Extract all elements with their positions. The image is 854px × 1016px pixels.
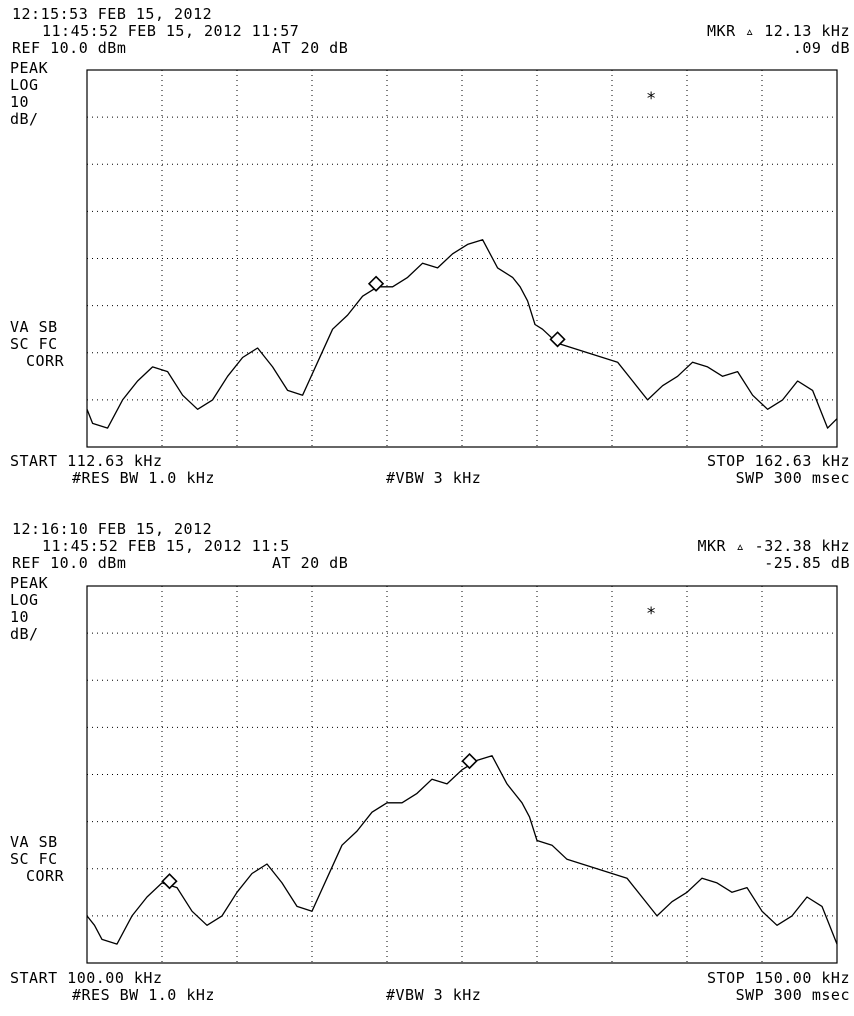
analyzer-screen-2: 12:16:10 FEB 15, 2012 11:45:52 FEB 15, 2…	[0, 516, 854, 1016]
reference-timestamp: 11:45:52 FEB 15, 2012 11:5	[42, 537, 300, 555]
corr-label: CORR	[26, 867, 65, 885]
spectrum-plot-1	[86, 69, 838, 448]
stop-frequency: STOP 150.00 kHz	[707, 969, 850, 987]
marker-diamond	[161, 873, 178, 890]
resolution-bandwidth: #RES BW 1.0 kHz	[72, 986, 215, 1004]
detector-label: PEAK	[10, 59, 49, 77]
marker-delta-level: -25.85 dB	[764, 554, 850, 572]
timestamp: 12:15:53 FEB 15, 2012	[12, 5, 213, 23]
sweep-time: SWP 300 msec	[735, 469, 850, 487]
scale-type-label: LOG	[10, 76, 39, 94]
sweep-time: SWP 300 msec	[735, 986, 850, 1004]
stop-frequency: STOP 162.63 kHz	[707, 452, 850, 470]
analyzer-screen-1: 12:15:53 FEB 15, 2012 11:45:52 FEB 15, 2…	[0, 0, 854, 500]
marker-diamond	[549, 331, 566, 348]
marker-delta-level: .09 dB	[792, 39, 850, 57]
scale-unit-label: dB/	[10, 110, 39, 128]
sc-fc-label: SC FC	[10, 335, 58, 353]
asterisk-indicator: *	[646, 89, 657, 109]
spectrum-plot-2	[86, 585, 838, 964]
va-sb-label: VA SB	[10, 318, 58, 336]
scale-type-label: LOG	[10, 591, 39, 609]
start-frequency: START 112.63 kHz	[10, 452, 163, 470]
video-bandwidth: #VBW 3 kHz	[386, 986, 482, 1004]
asterisk-indicator: *	[646, 604, 657, 624]
corr-label: CORR	[26, 352, 65, 370]
scale-value-label: 10	[10, 93, 30, 111]
marker-diamond	[461, 752, 478, 770]
reference-timestamp: 11:45:52 FEB 15, 2012 11:57	[42, 22, 300, 40]
sc-fc-label: SC FC	[10, 850, 58, 868]
marker-delta-frequency: MKR ▵ 12.13 kHz	[707, 22, 850, 40]
va-sb-label: VA SB	[10, 833, 58, 851]
detector-label: PEAK	[10, 574, 49, 592]
marker-delta-frequency: MKR ▵ -32.38 kHz	[697, 537, 850, 555]
start-frequency: START 100.00 kHz	[10, 969, 163, 987]
scale-value-label: 10	[10, 608, 30, 626]
reference-level: REF 10.0 dBm	[12, 39, 127, 57]
marker-diamond	[367, 275, 385, 292]
reference-level: REF 10.0 dBm	[12, 554, 127, 572]
resolution-bandwidth: #RES BW 1.0 kHz	[72, 469, 215, 487]
attenuation: AT 20 dB	[272, 39, 349, 57]
scale-unit-label: dB/	[10, 625, 39, 643]
timestamp: 12:16:10 FEB 15, 2012	[12, 520, 213, 538]
video-bandwidth: #VBW 3 kHz	[386, 469, 482, 487]
attenuation: AT 20 dB	[272, 554, 349, 572]
spectrum-trace	[86, 239, 838, 429]
